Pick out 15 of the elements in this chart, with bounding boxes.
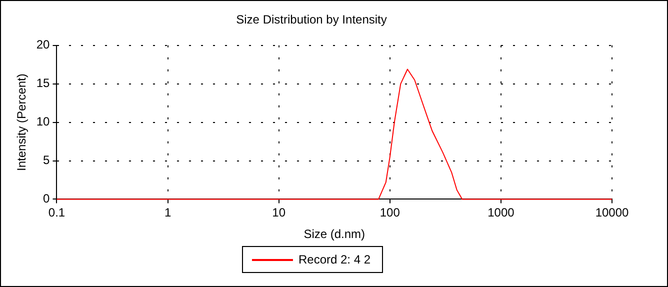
x-tick-label: 0.1 bbox=[48, 206, 66, 220]
y-tick-label: 20 bbox=[36, 38, 50, 52]
legend-label: Record 2: 4 2 bbox=[298, 252, 371, 266]
x-tick-label: 1 bbox=[164, 206, 172, 220]
y-axis-title: Intensity (Percent) bbox=[14, 74, 29, 171]
y-tick-label: 15 bbox=[36, 76, 50, 90]
x-tick-label: 100 bbox=[380, 206, 400, 220]
x-tick-label: 10 bbox=[272, 206, 286, 220]
x-axis-title: Size (d.nm) bbox=[304, 227, 366, 242]
x-tick-label: 1000 bbox=[488, 206, 515, 220]
chart-title: Size Distribution by Intensity bbox=[236, 12, 387, 27]
x-tick-label: 10000 bbox=[595, 206, 630, 220]
y-tick-label: 0 bbox=[43, 192, 50, 206]
y-tick-label: 5 bbox=[43, 153, 50, 168]
y-tick-label: 10 bbox=[36, 114, 50, 129]
